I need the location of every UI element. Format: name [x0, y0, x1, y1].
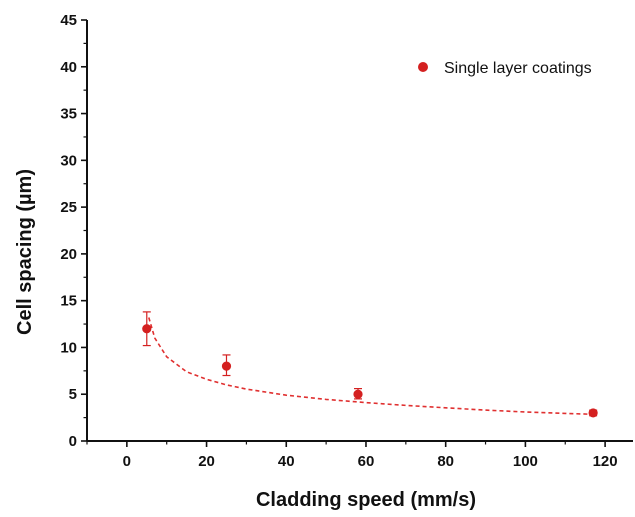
x-tick-label: 60	[358, 453, 375, 470]
x-tick-label: 0	[123, 453, 131, 470]
x-tick-label: 20	[198, 453, 215, 470]
x-tick-label: 120	[593, 453, 618, 470]
data-point	[142, 324, 152, 334]
y-tick-label: 10	[60, 339, 77, 356]
y-tick-label: 0	[69, 433, 77, 450]
fit-curve	[148, 317, 594, 416]
x-tick-label: 80	[437, 453, 454, 470]
fit-curve-group	[148, 317, 594, 416]
y-tick-label: 30	[60, 152, 77, 169]
y-tick-label: 45	[60, 12, 77, 29]
y-tick-label: 40	[60, 59, 77, 76]
y-tick-label: 35	[60, 106, 77, 123]
legend-marker	[418, 62, 428, 72]
data-point	[221, 361, 232, 371]
legend: Single layer coatings	[418, 60, 592, 77]
legend-label: Single layer coatings	[444, 60, 592, 77]
x-tick-label: 100	[513, 453, 538, 470]
data-point	[588, 408, 598, 418]
axes: 0 20 40 60 80 100 120 0 5 10 15 20 25 30 35 40 45	[60, 12, 633, 470]
data-points-group	[142, 311, 598, 418]
y-tick-label: 25	[60, 199, 77, 216]
x-axis-title: Cladding speed (mm/s)	[256, 489, 476, 511]
x-tick-label: 40	[278, 453, 295, 470]
y-axis-title: Cell spacing (µm)	[14, 169, 36, 335]
data-point	[353, 389, 363, 399]
y-tick-label: 15	[60, 293, 77, 310]
y-tick-label: 5	[69, 386, 77, 403]
y-tick-label: 20	[60, 246, 77, 263]
